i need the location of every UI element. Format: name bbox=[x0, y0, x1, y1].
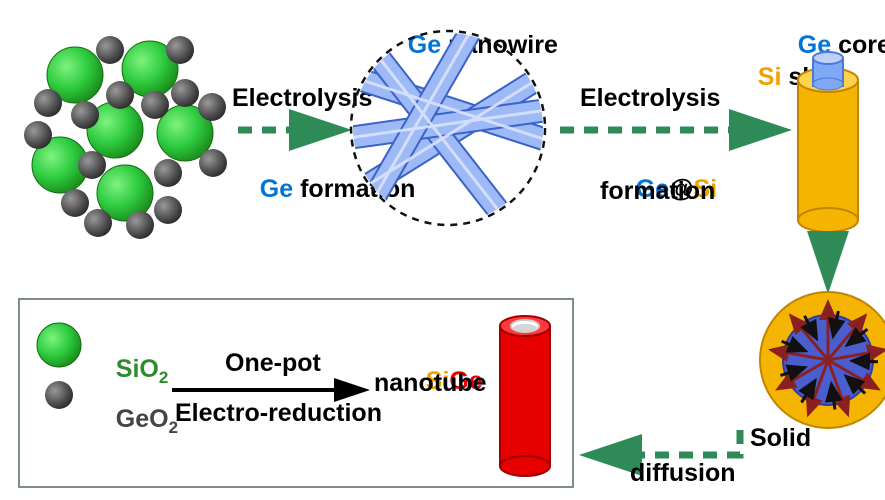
label-one-pot: One-pot bbox=[225, 350, 321, 378]
label-formation: formation bbox=[600, 178, 715, 206]
core-shell-cylinder bbox=[793, 50, 873, 240]
label-electrolysis-2: Electrolysis bbox=[580, 85, 720, 113]
label-nanotube: nanotube bbox=[374, 370, 487, 398]
sige-nanotube bbox=[492, 308, 562, 484]
ge-nanowire-circle bbox=[348, 28, 548, 228]
label-electro-reduction: Electro-reduction bbox=[175, 400, 382, 428]
label-diffusion: diffusion bbox=[630, 460, 736, 488]
legend-sio2-icon bbox=[34, 320, 84, 370]
legend-geo2-icon bbox=[42, 378, 76, 412]
particle-cluster bbox=[20, 25, 240, 245]
arrow-step2 bbox=[560, 115, 800, 145]
legend-geo2-label: GeO2 bbox=[88, 378, 178, 465]
label-solid: Solid bbox=[750, 425, 811, 453]
arrow-step1 bbox=[238, 115, 358, 145]
